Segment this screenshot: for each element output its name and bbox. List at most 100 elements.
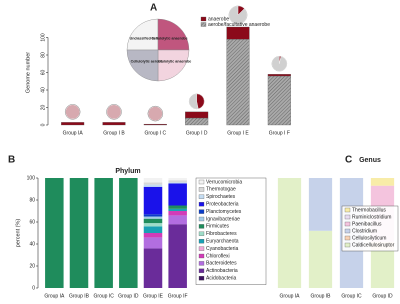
legend-label: Euryarchaeota — [206, 239, 239, 245]
legend-label: Ignavibacteriae — [206, 216, 240, 222]
bar-segment — [168, 182, 187, 184]
panel-title: Phylum — [115, 168, 140, 175]
x-tick-label: Group ID — [372, 293, 393, 299]
inset-pie-slice — [157, 18, 190, 51]
bar-segment — [308, 178, 333, 231]
legend-label: Cellulosilyticum — [352, 235, 386, 241]
group-pie-slice — [196, 93, 205, 109]
bar-segment — [267, 75, 291, 126]
legend-label: Fibrobacteres — [206, 231, 237, 237]
bar-segment — [61, 122, 85, 126]
legend-swatch — [198, 194, 205, 199]
bar-segment — [168, 211, 187, 216]
x-tick-label: Group IC — [94, 293, 115, 299]
bar-segment — [143, 182, 163, 185]
legend-label: Acidobacteria — [206, 276, 237, 282]
y-tick-label: 100 — [27, 175, 36, 181]
group-pie-outline — [106, 104, 122, 120]
bar-segment — [168, 178, 187, 181]
group-pie-outline — [147, 105, 164, 122]
legend-label: Paenibacillus — [352, 221, 382, 227]
legend-label: Chloroflexi — [206, 253, 230, 259]
bar-segment — [370, 178, 395, 186]
legend-swatch — [344, 214, 351, 220]
bar-segment — [102, 122, 126, 126]
legend-swatch — [198, 209, 205, 214]
x-tick-label: Group I E — [227, 130, 249, 136]
bar-segment — [69, 178, 89, 288]
legend-label: Ruminiclostridium — [352, 214, 391, 220]
bar-segment — [143, 178, 163, 183]
bar-segment — [143, 226, 163, 233]
x-tick-label: Group IF — [168, 293, 188, 299]
group-pie-slice — [228, 5, 248, 25]
legend-label: Clostridium — [352, 228, 377, 234]
legend-label: Thermobacillus — [352, 207, 386, 213]
legend-swatch — [198, 246, 205, 251]
legend-swatch — [200, 16, 207, 22]
legend-swatch — [198, 187, 205, 192]
legend-swatch — [344, 242, 351, 248]
bar-segment — [143, 248, 163, 288]
y-tick-label: 40 — [29, 241, 35, 247]
panel-title: Genus — [359, 157, 381, 164]
bar-segment — [143, 223, 163, 227]
group-pie-outline — [64, 104, 81, 120]
bar-segment — [143, 186, 163, 215]
bar-segment — [143, 233, 163, 238]
bar-segment — [143, 218, 163, 224]
legend-label: Bacteroidetes — [206, 261, 237, 267]
bar-segment — [308, 230, 333, 288]
legend-swatch — [198, 276, 205, 281]
y-tick-label: 100 — [40, 33, 46, 42]
inset-pie-label: Unclassified aerobe — [130, 37, 164, 41]
y-tick-label: 40 — [40, 87, 46, 93]
panel-label: B — [8, 155, 15, 166]
legend-swatch — [198, 224, 205, 229]
x-tick-label: Group IA — [44, 293, 65, 299]
x-tick-label: Group I D — [186, 130, 208, 136]
panel-label: A — [150, 3, 157, 14]
legend-swatch — [198, 231, 205, 236]
inset-pie-label: Cellulolytic anaerobe — [151, 37, 187, 41]
legend-label: Caldicellulosiruptor — [352, 242, 395, 248]
x-tick-label: Group I C — [144, 130, 166, 136]
legend-swatch — [200, 22, 207, 27]
y-tick-label: 20 — [29, 263, 35, 269]
group-pie-slice — [271, 56, 287, 72]
y-tick-label: 60 — [29, 219, 35, 225]
inset-pie-label: Non-cellulolytic anaerobe — [148, 59, 192, 63]
y-tick-label: 0 — [40, 123, 46, 126]
group-pie-slice — [189, 93, 199, 110]
bar-segment — [168, 183, 187, 206]
bar-segment — [45, 178, 64, 288]
y-axis-label: Genome number — [25, 52, 31, 93]
bar-segment — [226, 26, 250, 40]
x-tick-label: Group IB — [69, 293, 90, 299]
legend-swatch — [198, 268, 205, 273]
bar-segment — [267, 74, 291, 77]
inset-pie-label: Cellulolytic aerobe — [131, 59, 163, 63]
legend-label: Proteobacteria — [206, 202, 239, 208]
x-tick-label: Group IE — [143, 293, 164, 299]
legend-swatch — [198, 216, 205, 222]
x-tick-label: Group IA — [279, 293, 300, 299]
legend-label: Firmicutes — [206, 224, 230, 230]
x-tick-label: Group IA — [63, 130, 84, 136]
bar-segment — [277, 178, 302, 288]
bar-segment — [143, 237, 163, 249]
panel: B Phylum percent (%) 0 20 40 60 80 100 Group IA Gr… — [8, 155, 267, 299]
bar-segment — [143, 184, 163, 187]
y-tick-label: 80 — [29, 197, 35, 203]
legend-label: Cyanobacteria — [206, 246, 238, 252]
inset-pie-slice — [126, 18, 159, 51]
bar-segment — [168, 224, 187, 288]
panel: C Genus Group IA Group IB Group IC Group ID Th… — [277, 155, 399, 299]
bar-segment — [185, 117, 209, 126]
y-axis-label: percent (%) — [15, 219, 21, 248]
legend-label: Spirochaetes — [206, 194, 236, 200]
inset-pie-slice — [157, 49, 190, 82]
legend-label: Verrucomicrobia — [206, 179, 242, 185]
bar-segment — [143, 123, 167, 126]
y-tick-label: 80 — [40, 52, 46, 58]
